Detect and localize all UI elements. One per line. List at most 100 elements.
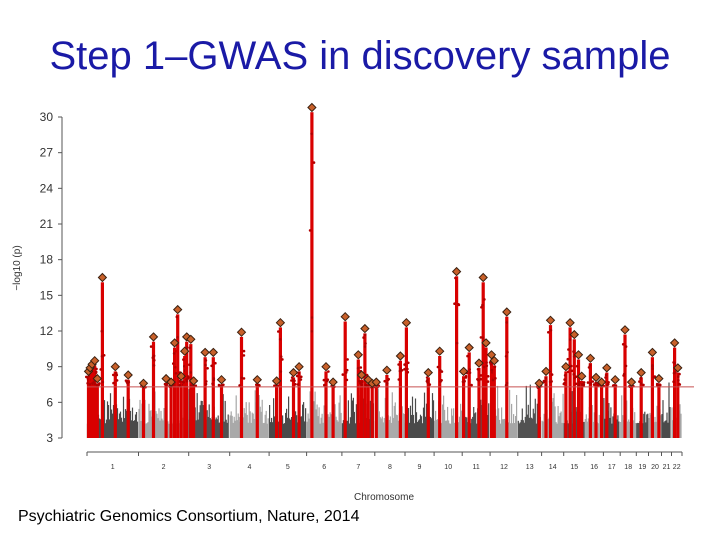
significant-snp — [481, 336, 485, 340]
significant-snp — [550, 380, 553, 383]
significant-snp — [165, 382, 169, 386]
significant-snp — [491, 378, 495, 382]
significant-snp — [506, 350, 509, 354]
lead-snp-marker — [541, 366, 551, 377]
significant-snp — [194, 384, 198, 388]
significant-snp — [365, 384, 368, 387]
significant-snp — [483, 298, 486, 301]
x-axis-title: Chromosome — [354, 492, 414, 503]
significant-locus — [356, 359, 360, 438]
significant-locus — [343, 321, 347, 438]
significant-snp — [344, 371, 348, 374]
significant-snp — [547, 331, 550, 334]
significant-snp — [622, 372, 626, 376]
lead-snp-marker — [636, 367, 646, 378]
significant-loci — [85, 112, 682, 438]
chromosome-label: 7 — [356, 464, 360, 471]
lead-snp-marker — [89, 355, 100, 366]
significant-locus — [310, 112, 314, 438]
significant-locus — [173, 347, 177, 438]
significant-snp — [486, 375, 490, 378]
chromosome-label: 12 — [500, 464, 508, 471]
significant-snp — [204, 359, 208, 362]
significant-locus — [639, 377, 643, 438]
lead-snp-marker — [172, 304, 183, 315]
significant-snp — [242, 354, 246, 357]
significant-snp — [672, 361, 675, 364]
significant-locus — [426, 377, 430, 438]
chromosome-label: 16 — [590, 464, 598, 471]
lead-snp-marker — [307, 102, 317, 113]
significant-locus — [239, 336, 244, 438]
significant-snp — [611, 384, 615, 387]
significant-snp — [677, 379, 680, 382]
chromosome-label: 11 — [473, 464, 480, 471]
significant-snp — [678, 372, 681, 376]
significant-snp — [440, 379, 443, 382]
significant-snp — [505, 321, 509, 324]
significant-locus — [484, 347, 488, 438]
significant-locus — [366, 384, 370, 438]
significant-snp — [504, 355, 508, 358]
significant-snp — [115, 371, 118, 375]
significant-snp — [341, 373, 345, 376]
lead-snp-marker — [585, 353, 596, 364]
significant-snp — [570, 364, 573, 368]
significant-snp — [325, 379, 329, 383]
significant-locus — [629, 386, 634, 438]
significant-locus — [657, 383, 661, 438]
significant-snp — [406, 367, 409, 371]
y-axis-title: −log10 (p) — [12, 245, 23, 290]
lead-snp-marker — [321, 361, 331, 372]
significant-locus — [374, 386, 378, 438]
lead-snp-marker — [602, 363, 612, 373]
significant-snp — [604, 373, 608, 377]
significant-snp — [189, 384, 193, 388]
significant-snp — [504, 384, 508, 387]
significant-snp — [101, 380, 105, 384]
significant-locus — [505, 316, 509, 438]
chromosome-label: 22 — [673, 464, 681, 471]
significant-snp — [480, 306, 483, 309]
significant-snp — [92, 380, 96, 384]
lead-snp-marker — [610, 374, 620, 385]
significant-snp — [308, 229, 312, 232]
significant-snp — [356, 366, 360, 370]
chromosome-label: 4 — [247, 464, 251, 471]
significant-locus — [360, 379, 364, 438]
significant-snp — [486, 380, 490, 383]
significant-snp — [563, 381, 566, 385]
significant-snp — [189, 371, 192, 374]
significant-snp — [204, 363, 207, 367]
lead-snp-marker — [561, 361, 571, 372]
significant-locus — [297, 371, 301, 438]
significant-snp — [346, 358, 349, 361]
chromosome-label: 19 — [639, 464, 647, 471]
significant-locus — [95, 383, 99, 438]
significant-snp — [594, 381, 598, 385]
chromosome-label: 8 — [388, 464, 392, 471]
significant-locus — [576, 359, 581, 438]
lead-snp-marker — [179, 346, 190, 356]
significant-snp — [88, 383, 92, 386]
significant-snp — [453, 302, 456, 306]
significant-snp — [468, 368, 472, 371]
x-axis: 1 2 3 4 5 6 7 8 9 10 11 12 13 14 15 16 17 18 19 20 21 22 — [86, 451, 683, 471]
significant-snp — [242, 377, 246, 380]
significant-snp — [468, 371, 472, 375]
lead-snp-marker — [169, 338, 180, 348]
y-tick-label: 12 — [40, 324, 54, 338]
significant-snp — [312, 161, 316, 164]
significant-locus — [600, 386, 604, 438]
significant-snp — [476, 378, 479, 381]
significant-snp — [621, 343, 625, 346]
significant-snp — [586, 381, 590, 384]
significant-snp — [182, 358, 185, 361]
significant-snp — [210, 364, 213, 368]
significant-snp — [152, 364, 156, 367]
significant-snp — [479, 377, 483, 381]
significant-snp — [242, 349, 246, 353]
significant-snp — [112, 373, 115, 377]
significant-snp — [359, 366, 363, 369]
significant-snp — [310, 316, 314, 319]
